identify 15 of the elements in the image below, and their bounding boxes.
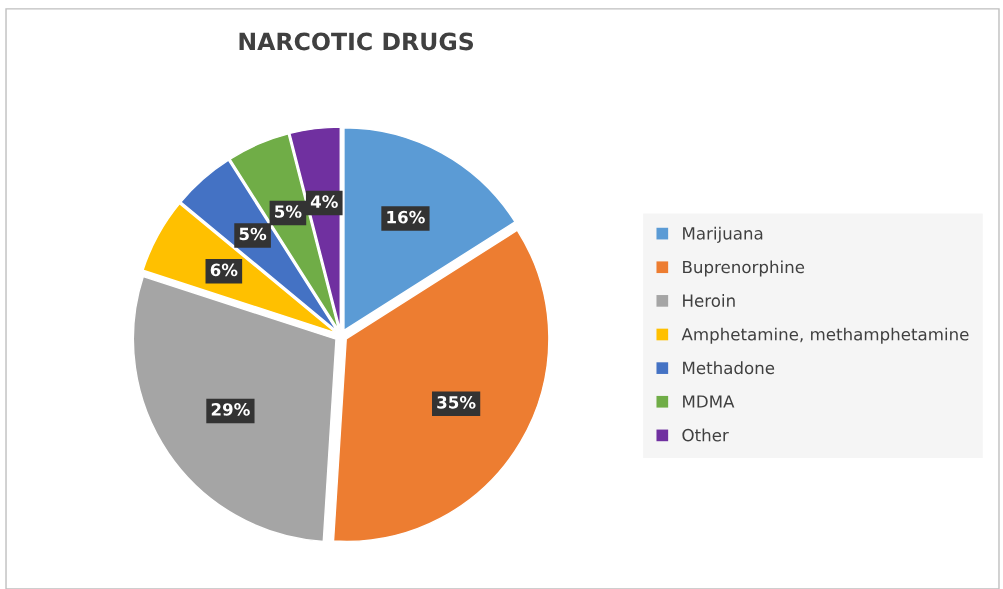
legend-label: Other <box>682 428 729 442</box>
legend-label: Methadone <box>683 361 775 375</box>
data-label: 29% <box>211 403 250 416</box>
data-label: 5% <box>275 205 302 218</box>
chart-title: NARCOTIC DRUGS <box>239 32 474 51</box>
legend-label: Heroin <box>683 294 735 307</box>
data-label: 6% <box>210 263 238 277</box>
data-label: 35% <box>437 396 476 409</box>
data-label: 4% <box>310 195 338 208</box>
data-label: 16% <box>387 210 425 224</box>
legend-label: Marijuana <box>683 226 763 243</box>
data-label: 5% <box>239 227 267 241</box>
legend-label: Amphetamine, methamphetamine <box>681 327 969 344</box>
legend-label: Buprenorphine <box>683 260 805 277</box>
legend-label: MDMA <box>683 395 735 408</box>
